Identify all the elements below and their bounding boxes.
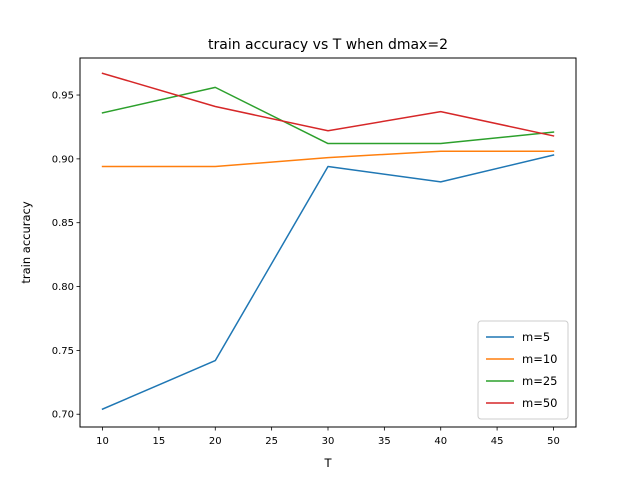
x-tick-label: 15 [153,436,166,447]
legend-label: m=5 [522,330,550,344]
y-tick-label: 0.90 [52,154,74,165]
y-tick-label: 0.75 [52,346,74,357]
chart-title: train accuracy vs T when dmax=2 [208,37,448,53]
legend: m=5 m=10 m=25 m=50 [477,320,569,420]
x-tick-label: 10 [96,436,109,447]
legend-label: m=10 [522,352,557,366]
x-tick-label: 50 [547,436,560,447]
x-tick-label: 45 [491,436,504,447]
y-tick-label: 0.70 [52,410,74,421]
legend-label: m=50 [522,396,557,410]
legend-label: m=25 [522,374,557,388]
y-axis-label: train accuracy [19,201,33,284]
x-tick-label: 25 [265,436,278,447]
legend-box [477,320,569,420]
x-axis: 10 15 20 25 30 35 40 45 50 [96,427,560,447]
y-tick-label: 0.80 [52,282,74,293]
series-line-m50 [101,72,555,137]
y-tick-label: 0.95 [52,91,74,102]
y-axis: 0.70 0.75 0.80 0.85 0.90 0.95 [52,91,80,421]
series-line-m5 [101,154,555,411]
x-tick-label: 20 [209,436,222,447]
x-tick-label: 30 [322,436,335,447]
x-axis-label: T [323,456,332,470]
x-tick-label: 40 [434,436,447,447]
series-layer [101,72,555,411]
y-tick-label: 0.85 [52,218,74,229]
x-tick-label: 35 [378,436,391,447]
series-line-m10 [101,150,555,168]
